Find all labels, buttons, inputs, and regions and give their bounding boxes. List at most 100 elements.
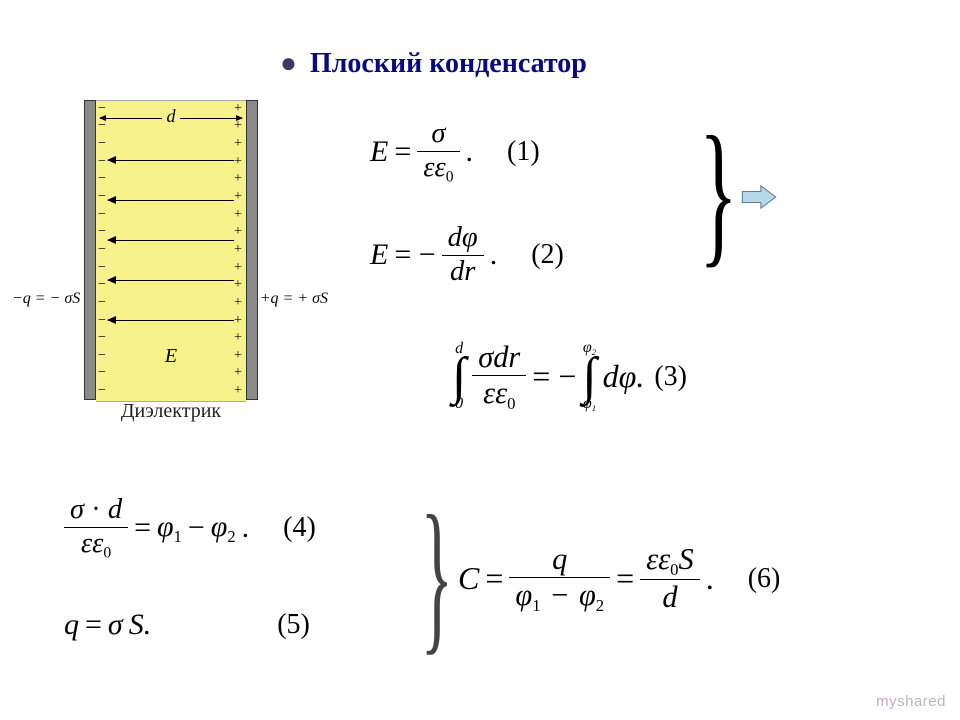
page-title: ● Плоский конденсатор [280, 48, 587, 80]
plus-signs-column: +++++++++++++++++ [234, 100, 244, 400]
f6-eq2: = [616, 560, 634, 597]
minus-sign: − [98, 208, 108, 222]
integral-icon: ∫ [582, 357, 596, 396]
field-arrow [108, 200, 234, 201]
formula-1: E = σ εε0 . (1) [370, 118, 540, 186]
plus-sign: + [234, 208, 244, 222]
formula-2: E = − dφ dr . (2) [370, 222, 564, 289]
plus-sign: + [234, 384, 244, 398]
plus-sign: + [234, 331, 244, 345]
d-dimension: d [100, 108, 242, 124]
watermark: myshared [876, 693, 946, 710]
d-label: d [163, 106, 180, 127]
title-text: Плоский конденсатор [310, 48, 587, 79]
f3-num: σdr [472, 340, 526, 375]
watermark-b: shared [897, 693, 946, 710]
f3-int1-low: 0 [455, 396, 463, 412]
minus-sign: − [98, 349, 108, 363]
f1-tail: . [466, 135, 474, 169]
plus-sign: + [234, 155, 244, 169]
f4-minus: − [188, 511, 205, 545]
charge-label-left: −q = − σS [12, 290, 80, 308]
formula-4: σ · d εε0 = φ1 − φ2 . (4) [64, 494, 316, 562]
f6-frac1: q φ1 − φ2 [509, 542, 610, 615]
f3-eq: = − [532, 358, 576, 395]
formula-3: d ∫ 0 σdr εε0 = − φ2 ∫ φ1 dφ. (3) [452, 340, 687, 413]
f5-S: S. [129, 608, 152, 642]
f6-f2-den: d [656, 580, 683, 615]
f2-tail: . [490, 238, 498, 272]
minus-sign: − [98, 296, 108, 310]
f3-int1: d ∫ 0 [452, 341, 466, 412]
plus-sign: + [234, 366, 244, 380]
f1-no: (1) [507, 136, 540, 168]
f6-frac2: εε0S d [640, 542, 700, 615]
f4-frac: σ · d εε0 [64, 494, 128, 562]
plus-sign: + [234, 349, 244, 363]
field-arrow [108, 320, 234, 321]
f3-den: εε0 [477, 376, 521, 413]
f6-f2-num: εε0S [640, 542, 700, 579]
f1-num: σ [425, 118, 451, 151]
minus-sign: − [98, 137, 108, 151]
minus-sign: − [98, 384, 108, 398]
f1-eq: = [394, 135, 411, 169]
capacitor-diagram: −−−−−−−−−−−−−−−−− +++++++++++++++++ d E … [84, 100, 258, 400]
d-arrow-right [180, 118, 242, 119]
f2-den: dr [444, 256, 481, 289]
brace-1-2: } [699, 112, 737, 272]
f4-eq: = [134, 511, 151, 545]
f6-eq: = [485, 560, 503, 597]
f4-den: εε0 [75, 528, 117, 563]
field-arrow [108, 280, 234, 281]
minus-sign: − [98, 261, 108, 275]
implies-arrow-icon [740, 184, 778, 210]
f6-no: (6) [748, 563, 781, 595]
plus-sign: + [234, 243, 244, 257]
f4-phi2: φ2 [211, 510, 236, 547]
field-arrow [108, 160, 234, 161]
integral-icon: ∫ [452, 357, 466, 396]
plus-sign: + [234, 261, 244, 275]
plus-sign: + [234, 314, 244, 328]
f2-eq: = − [394, 238, 435, 272]
watermark-a: my [876, 693, 897, 710]
plate-right [246, 100, 258, 400]
plus-sign: + [234, 296, 244, 310]
f3-rhs: dφ. [603, 358, 645, 395]
d-arrow-left [100, 118, 162, 119]
plate-left [84, 100, 96, 400]
minus-sign: − [98, 243, 108, 257]
minus-sign: − [98, 366, 108, 380]
dielectric-label: Диэлектрик [84, 400, 258, 423]
f6-lhs: C [458, 560, 479, 597]
f6-tail: . [706, 560, 714, 597]
plus-sign: + [234, 190, 244, 204]
f2-lhs: E [370, 238, 388, 272]
title-bullet: ● [280, 48, 297, 79]
f3-int2-low: φ1 [583, 396, 596, 413]
formula-5: q = σS. (5) [64, 608, 310, 642]
f4-tail: . [242, 511, 250, 545]
brace-4-5: } [420, 490, 453, 660]
f4-num: σ · d [64, 494, 128, 527]
minus-sign: − [98, 331, 108, 345]
f5-lhs: q [64, 608, 79, 642]
f3-int2: φ2 ∫ φ1 [582, 340, 596, 413]
f3-frac: σdr εε0 [472, 340, 526, 413]
f2-num: dφ [442, 222, 484, 255]
field-arrow [108, 240, 234, 241]
f1-fraction: σ εε0 [417, 118, 459, 186]
plus-sign: + [234, 172, 244, 186]
f1-den: εε0 [417, 152, 459, 187]
f4-phi1: φ1 [157, 510, 182, 547]
charge-label-right: +q = + σS [260, 290, 328, 308]
plus-sign: + [234, 137, 244, 151]
f2-fraction: dφ dr [442, 222, 484, 289]
f2-no: (2) [531, 239, 564, 271]
f1-lhs: E [370, 135, 388, 169]
f6-f1-num: q [546, 542, 573, 577]
formula-6: C = q φ1 − φ2 = εε0S d . (6) [458, 542, 780, 615]
plus-sign: + [234, 278, 244, 292]
minus-signs-column: −−−−−−−−−−−−−−−−− [98, 100, 108, 400]
